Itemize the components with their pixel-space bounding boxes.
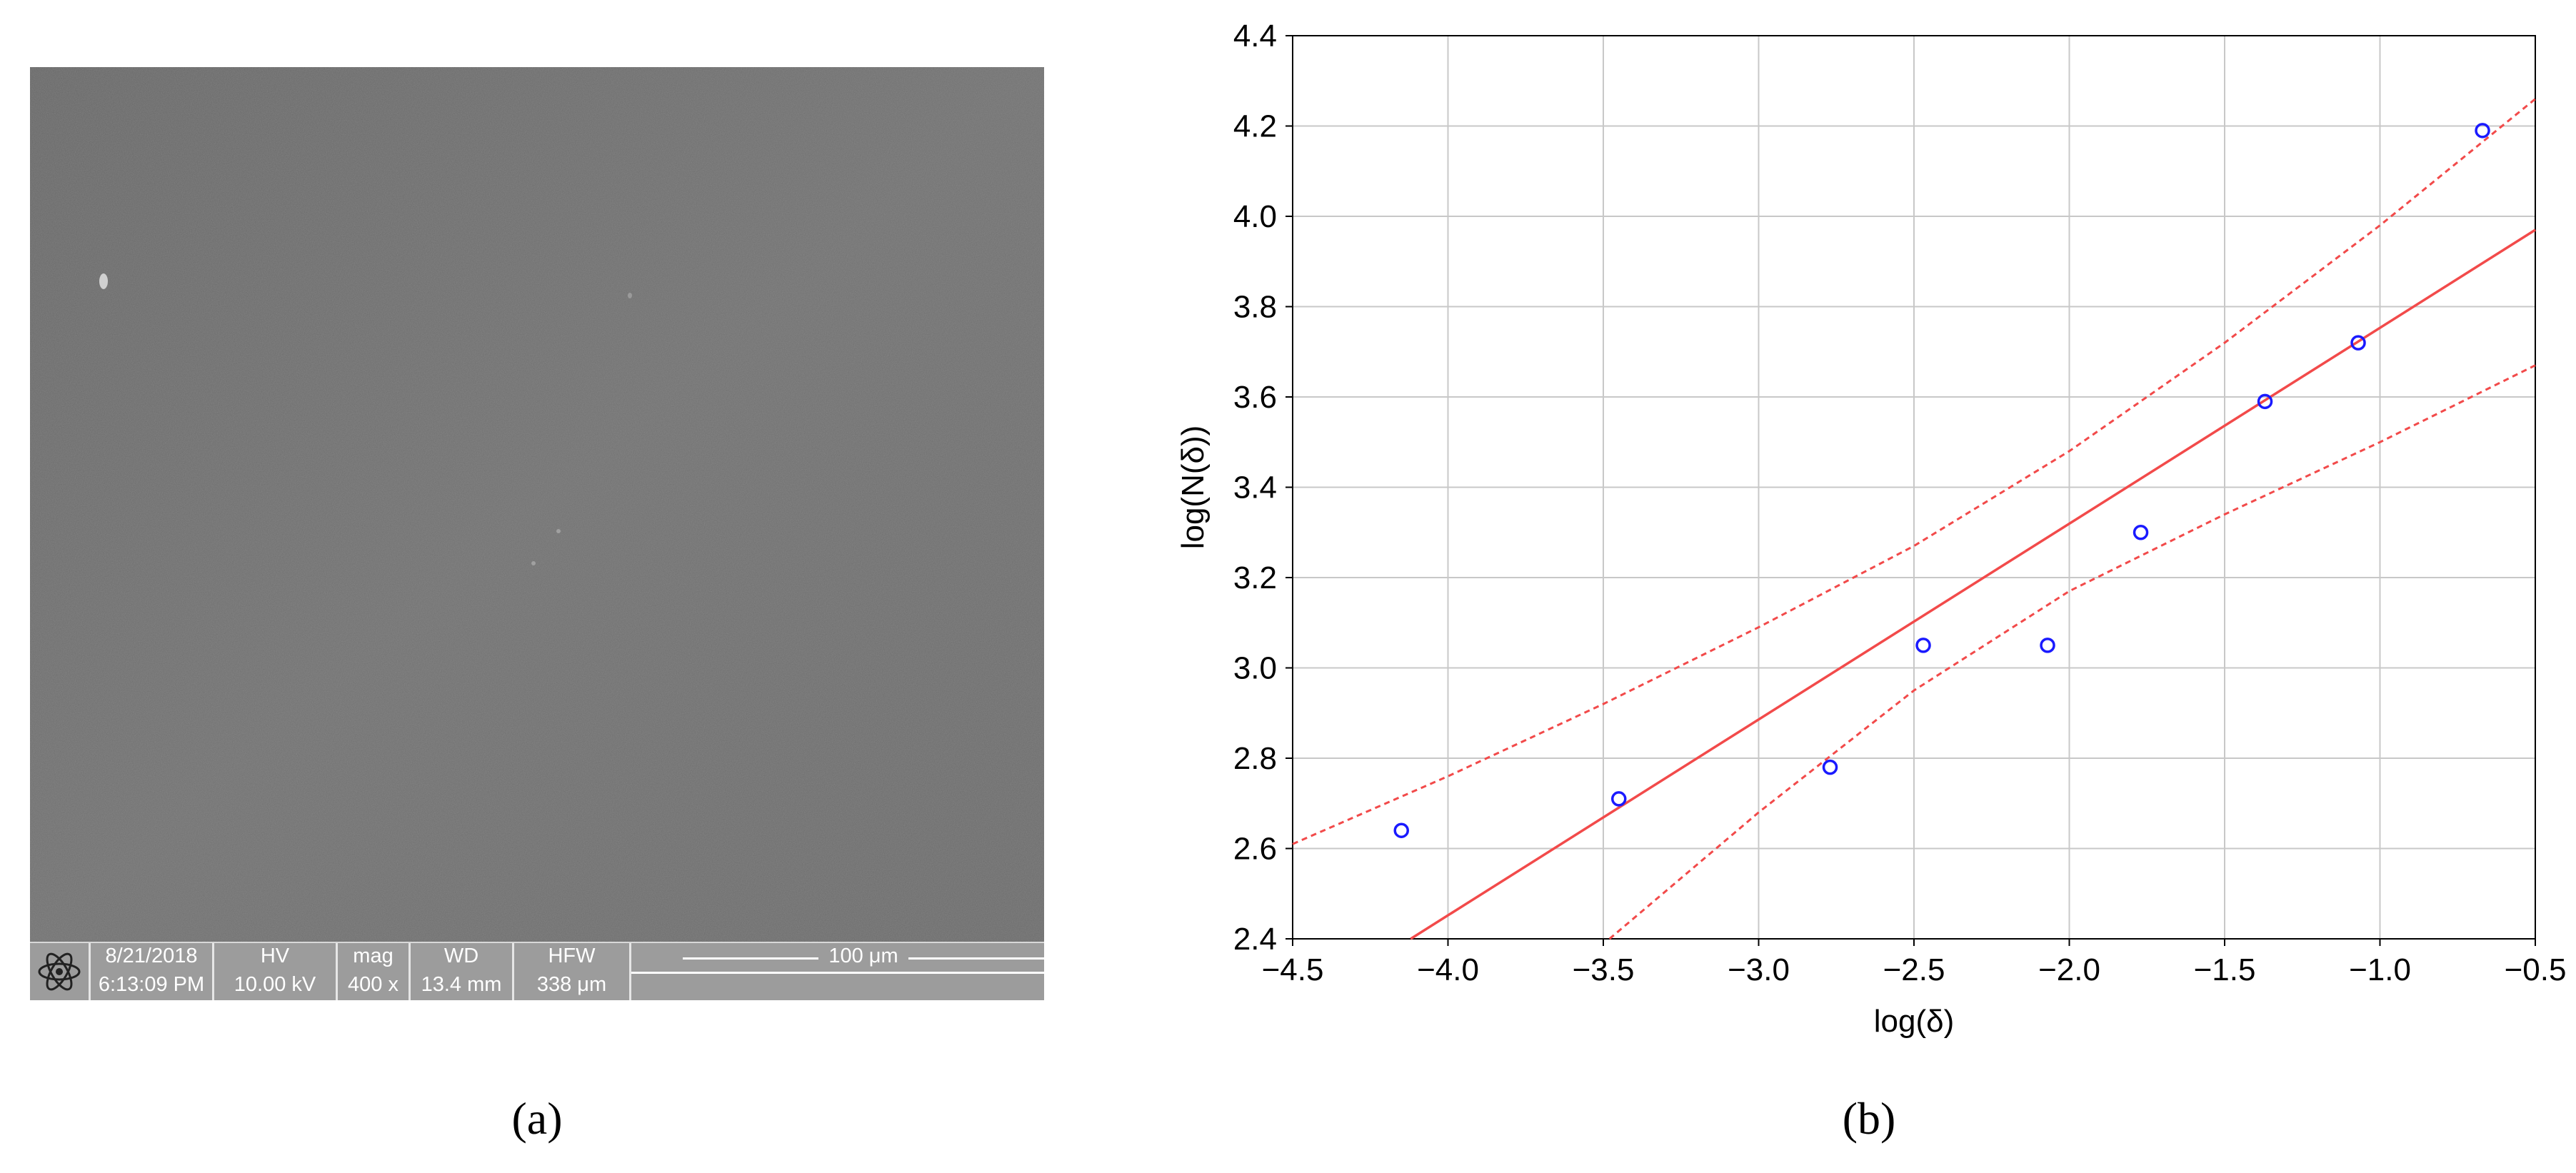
surface-particle bbox=[628, 293, 632, 298]
caption-a: (a) bbox=[511, 1093, 563, 1144]
x-tick-label: −0.5 bbox=[2505, 952, 2567, 987]
sem-image bbox=[30, 67, 1044, 942]
x-tick-label: −1.5 bbox=[2194, 952, 2256, 987]
y-axis-title: log(N(δ)) bbox=[1176, 426, 1211, 550]
x-tick-label: −2.5 bbox=[1883, 952, 1945, 987]
mag-label: mag bbox=[353, 945, 394, 967]
grid bbox=[1292, 35, 2536, 940]
hfw-cell: HFW 338 μm bbox=[514, 943, 631, 1000]
y-tick-label: 3.4 bbox=[1233, 470, 1277, 505]
hv-label: HV bbox=[260, 945, 290, 967]
sem-info-bar: 8/21/2018 6:13:09 PM HV 10.00 kV mag 400… bbox=[30, 942, 1044, 1000]
wd-cell: WD 13.4 mm bbox=[411, 943, 514, 1000]
x-axis-title: log(δ) bbox=[1874, 1004, 1955, 1039]
mag-cell: mag 400 x bbox=[338, 943, 411, 1000]
y-tick-label: 4.2 bbox=[1233, 109, 1277, 144]
data-point bbox=[2475, 123, 2490, 139]
confidence-lower-line bbox=[1608, 364, 2536, 940]
x-tick-label: −3.5 bbox=[1573, 952, 1635, 987]
regression-line bbox=[1410, 228, 2536, 940]
fit-line-group bbox=[1410, 228, 2536, 940]
y-tick-label: 2.4 bbox=[1233, 922, 1277, 957]
y-tick-label: 4.4 bbox=[1233, 19, 1277, 54]
axis-ticks: −4.5 −4.0 −3.5 −3.0 −2.5 −2.0 −1.5 −1.0 −0.5 2.4 2… bbox=[1233, 19, 2567, 987]
y-tick-label: 3.8 bbox=[1233, 290, 1277, 325]
data-point bbox=[2133, 525, 2149, 540]
sem-micrograph-panel: 8/21/2018 6:13:09 PM HV 10.00 kV mag 400… bbox=[30, 67, 1044, 1000]
time-value: 6:13:09 PM bbox=[98, 973, 205, 996]
x-tick-label: −4.5 bbox=[1262, 952, 1324, 987]
x-tick-label: −1.0 bbox=[2349, 952, 2411, 987]
data-point bbox=[1822, 759, 1838, 775]
surface-particle bbox=[99, 273, 108, 289]
fractal-dimension-chart: −4.5 −4.0 −3.5 −3.0 −2.5 −2.0 −1.5 −1.0 −0.5 2.4 2… bbox=[1176, 19, 2567, 1039]
y-tick-label: 3.2 bbox=[1233, 560, 1277, 595]
data-point bbox=[1915, 638, 1931, 653]
y-tick-label: 2.6 bbox=[1233, 832, 1277, 867]
scale-bar-line bbox=[908, 957, 1044, 960]
y-tick-label: 4.0 bbox=[1233, 199, 1277, 234]
mag-value: 400 x bbox=[348, 973, 399, 996]
atom-icon bbox=[30, 943, 91, 1000]
wd-label: WD bbox=[443, 945, 479, 967]
hv-cell: HV 10.00 kV bbox=[214, 943, 338, 1000]
divider bbox=[631, 972, 1044, 974]
x-tick-label: −4.0 bbox=[1417, 952, 1479, 987]
surface-particle bbox=[556, 529, 561, 533]
hfw-label: HFW bbox=[548, 945, 596, 967]
wd-value: 13.4 mm bbox=[421, 973, 502, 996]
date-value: 8/21/2018 bbox=[105, 945, 198, 967]
scale-bar-line bbox=[683, 957, 818, 960]
scale-bar: 100 μm bbox=[631, 943, 1044, 1000]
confidence-upper-line bbox=[1292, 98, 2536, 845]
caption-b: (b) bbox=[1842, 1093, 1896, 1144]
data-point bbox=[1611, 791, 1627, 807]
scale-bar-label: 100 μm bbox=[828, 945, 898, 967]
confidence-bands bbox=[1292, 98, 2536, 940]
date-time-cell: 8/21/2018 6:13:09 PM bbox=[91, 943, 214, 1000]
data-point bbox=[2040, 638, 2055, 653]
x-tick-label: −2.0 bbox=[2038, 952, 2100, 987]
sem-surface-texture bbox=[30, 67, 1044, 942]
data-point bbox=[2350, 335, 2366, 351]
hv-value: 10.00 kV bbox=[234, 973, 316, 996]
data-points bbox=[1393, 123, 2490, 838]
hfw-value: 338 μm bbox=[536, 973, 607, 996]
surface-particle bbox=[531, 561, 536, 565]
y-tick-label: 2.8 bbox=[1233, 741, 1277, 776]
y-tick-label: 3.0 bbox=[1233, 651, 1277, 686]
data-point bbox=[2257, 393, 2273, 410]
y-tick-label: 3.6 bbox=[1233, 380, 1277, 415]
data-point bbox=[1393, 822, 1409, 838]
x-tick-label: −3.0 bbox=[1728, 952, 1790, 987]
